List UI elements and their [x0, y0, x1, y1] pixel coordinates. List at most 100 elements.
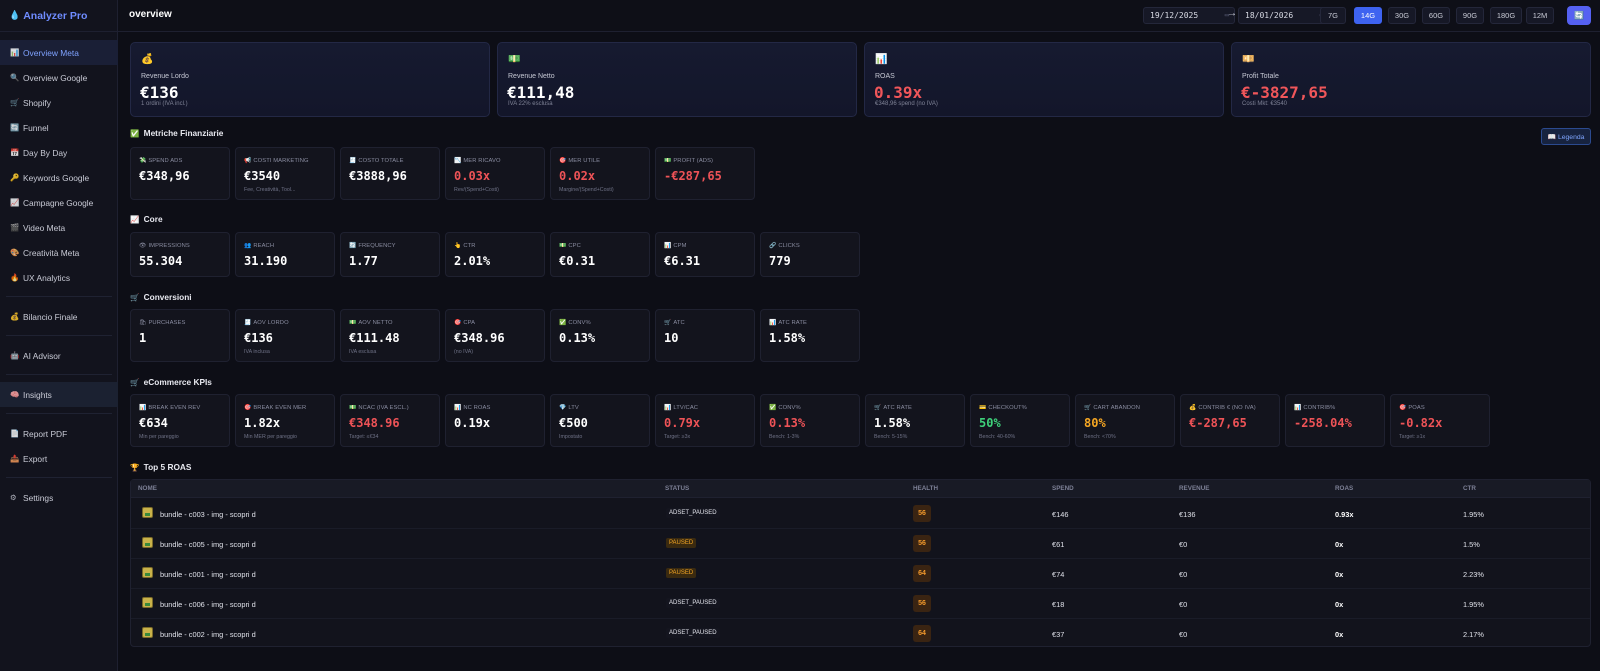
sidebar-item-keywords-google[interactable]: 🔑 Keywords Google	[0, 165, 118, 190]
range-button-30g[interactable]: 30G	[1388, 7, 1416, 24]
range-button-7g[interactable]: 7G	[1320, 7, 1346, 24]
calendar-icon[interactable]: ▭	[1224, 11, 1229, 19]
sidebar-item-video-meta[interactable]: 🎬 Video Meta	[0, 215, 118, 240]
metric-label-text: MER RICAVO	[463, 158, 501, 164]
metric-card-conv: ✅ CONV% 0.13% Bench: 1-3%	[760, 394, 860, 447]
sidebar-item-insights[interactable]: 🧠 Insights	[0, 382, 118, 407]
metric-label: 🎯 MER UTILE	[559, 158, 600, 164]
metric-label-text: PURCHASES	[148, 320, 186, 326]
metric-label-text: COSTI MARKETING	[253, 158, 309, 164]
column-header-ctr[interactable]: CTR	[1463, 485, 1476, 492]
metric-label-text: AOV LORDO	[253, 320, 289, 326]
sidebar-item-export[interactable]: 📤 Export	[0, 446, 118, 471]
metric-value: 55.304	[139, 254, 183, 268]
keywords-google-icon: 🔑	[10, 173, 20, 182]
metric-label-text: CONTRIB € (NO IVA)	[1198, 405, 1256, 411]
range-button-90g[interactable]: 90G	[1456, 7, 1484, 24]
ad-name[interactable]: bundle - c006 - img - scopri d	[160, 600, 256, 609]
sidebar-item-day-by-day[interactable]: 📅 Day By Day	[0, 140, 118, 165]
roas-cell: 0x	[1335, 570, 1344, 579]
metric-value: 1	[139, 331, 147, 345]
hero-card-revenue-netto: 💵 Revenue Netto €111,48 IVA 22% esclusa	[497, 42, 857, 117]
table-row[interactable]: bundle - c001 - img - scopri d PAUSED 64 €7…	[131, 559, 1590, 589]
column-header-roas[interactable]: ROAS	[1335, 485, 1354, 492]
sidebar-item-shopify[interactable]: 🛒 Shopify	[0, 90, 118, 115]
sidebar-item-label: Video Meta	[23, 222, 66, 233]
ad-name[interactable]: bundle - c001 - img - scopri d	[160, 570, 256, 579]
metric-value: 0.03x	[454, 169, 491, 183]
metric-label-text: FREQUENCY	[358, 243, 396, 249]
ad-name[interactable]: bundle - c005 - img - scopri d	[160, 540, 256, 549]
metric-card-cpa: 🎯 CPA €348.96 (no IVA)	[445, 309, 545, 362]
revenue-cell: €136	[1179, 510, 1196, 519]
column-header-spend[interactable]: SPEND	[1052, 485, 1074, 492]
app-brand[interactable]: 💧 Analyzer Pro	[0, 0, 117, 32]
overview-google-icon: 🔍	[10, 73, 20, 82]
metric-value: €348.96	[454, 331, 505, 345]
metric-card-mer-utile: 🎯 MER UTILE 0.02x Margine/(Spend+Costi)	[550, 147, 650, 200]
video-meta-icon: 🎬	[10, 223, 20, 232]
metric-label-text: MER UTILE	[568, 158, 601, 164]
hero-value: 0.39x	[874, 83, 923, 102]
metric-label: 💵 PROFIT (ADS)	[664, 158, 713, 164]
ad-name[interactable]: bundle - c002 - img - scopri d	[160, 630, 256, 639]
hero-value: €-3827,65	[1241, 83, 1328, 102]
sidebar-item-overview-google[interactable]: 🔍 Overview Google	[0, 65, 118, 90]
hero-subtext: 1 ordini (IVA incl.)	[141, 101, 188, 107]
table-row[interactable]: bundle - c002 - img - scopri d ADSET_PAUS…	[131, 619, 1590, 649]
metric-label: 📊 CPM	[664, 243, 687, 249]
metric-label-text: BREAK EVEN REV	[148, 405, 201, 411]
ad-thumbnail-icon	[142, 567, 153, 578]
cart-icon: 🛒	[130, 293, 140, 302]
metric-value: 0.13%	[559, 331, 596, 345]
frequency-icon: 🔄	[349, 243, 357, 249]
sidebar-item-campagne-google[interactable]: 📈 Campagne Google	[0, 190, 118, 215]
metric-label-text: CTR	[463, 243, 476, 249]
cart-abandon-icon: 🛒	[1084, 405, 1092, 411]
column-header-status[interactable]: STATUS	[665, 485, 690, 492]
column-header-revenue[interactable]: REVENUE	[1179, 485, 1210, 492]
metric-value: 1.58%	[769, 331, 806, 345]
metric-label-text: POAS	[1408, 405, 1425, 411]
table-row[interactable]: bundle - c005 - img - scopri d PAUSED 56 €6…	[131, 529, 1590, 559]
sidebar-item-ux-analytics[interactable]: 🔥 UX Analytics	[0, 265, 118, 290]
sidebar-item-settings[interactable]: ⚙ Settings	[0, 485, 118, 510]
date-from-input[interactable]: 19/12/2025 ▭	[1143, 7, 1235, 24]
metric-label-text: ATC RATE	[883, 405, 912, 411]
table-row[interactable]: bundle - c006 - img - scopri d ADSET_PAUS…	[131, 589, 1590, 619]
column-header-health[interactable]: HEALTH	[913, 485, 939, 492]
metric-subtext: Target: ≥3x	[664, 434, 691, 440]
hero-subtext: €348,96 spend (no IVA)	[875, 101, 938, 107]
date-to-input[interactable]: 18/01/2026 ▭	[1238, 7, 1330, 24]
sidebar-item-funnel[interactable]: 🔄 Funnel	[0, 115, 118, 140]
metric-value: 0.19x	[454, 416, 491, 430]
range-button-180g[interactable]: 180G	[1490, 7, 1522, 24]
range-button-60g[interactable]: 60G	[1422, 7, 1450, 24]
legend-button[interactable]: 📖 Legenda	[1541, 128, 1591, 145]
sidebar-item-ai-advisor[interactable]: 🤖 AI Advisor	[0, 343, 118, 368]
conv-icon: ✅	[559, 320, 567, 326]
sidebar-item-overview-meta[interactable]: 📊 Overview Meta	[0, 40, 118, 65]
metric-label-text: PROFIT (ADS)	[673, 158, 714, 164]
overview-meta-icon: 📊	[10, 48, 20, 57]
ctr-cell: 1.95%	[1463, 600, 1484, 609]
sidebar-item-creativit-meta[interactable]: 🎨 Creatività Meta	[0, 240, 118, 265]
ad-name[interactable]: bundle - c003 - img - scopri d	[160, 510, 256, 519]
contrib-no-iva-icon: 💰	[1189, 405, 1197, 411]
sidebar-item-report-pdf[interactable]: 📄 Report PDF	[0, 421, 118, 446]
metric-label: ✅ CONV%	[559, 320, 591, 326]
nc-roas-icon: 📊	[454, 405, 462, 411]
sidebar-item-label: Shopify	[23, 97, 51, 108]
table-row[interactable]: bundle - c003 - img - scopri d ADSET_PAUS…	[131, 499, 1590, 529]
column-header-nome[interactable]: NOME	[138, 485, 157, 492]
ad-thumbnail-icon	[142, 597, 153, 608]
range-button-12m[interactable]: 12M	[1526, 7, 1554, 24]
sidebar-item-bilancio-finale[interactable]: 💰 Bilancio Finale	[0, 304, 118, 329]
metric-label: 👆 CTR	[454, 243, 476, 249]
ctr-cell: 2.17%	[1463, 630, 1484, 639]
metric-label-text: CHECKOUT%	[988, 405, 1027, 411]
metric-value: -0.82x	[1399, 416, 1443, 430]
refresh-button[interactable]: 🔄	[1567, 6, 1591, 25]
range-button-14g[interactable]: 14G	[1354, 7, 1382, 24]
metric-label-text: IMPRESSIONS	[148, 243, 190, 249]
